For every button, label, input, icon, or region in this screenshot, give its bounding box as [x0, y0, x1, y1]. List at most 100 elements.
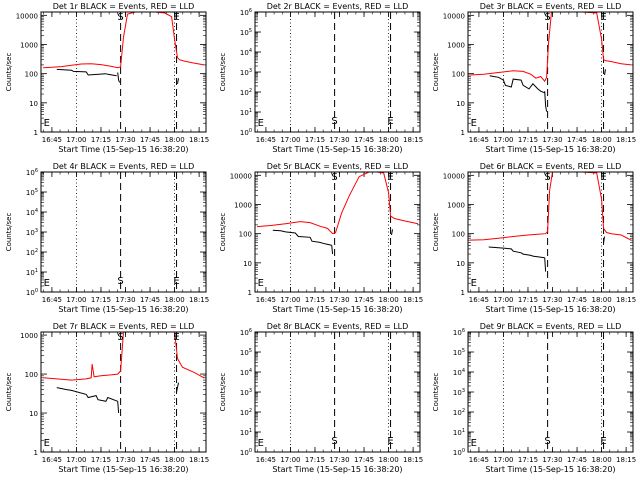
- plot-frame: [467, 171, 634, 293]
- y-tick-label: 103: [240, 68, 252, 77]
- x-tick-label: 16:45: [469, 296, 489, 304]
- y-axis-label: Counts/sec: [5, 373, 13, 412]
- y-tick-label: 100: [240, 448, 252, 457]
- y-tick-label: 1000: [234, 201, 252, 209]
- y-tick-label: 102: [453, 408, 465, 417]
- x-tick-label: 18:15: [616, 296, 636, 304]
- x-tick-label: 17:00: [493, 296, 513, 304]
- y-tick-label: 101: [240, 108, 252, 117]
- x-tick-label: 17:30: [115, 136, 135, 144]
- marker-e: E: [173, 12, 179, 23]
- y-tick-label: 1000: [20, 41, 38, 49]
- y-tick-label: 105: [240, 28, 252, 37]
- x-tick-label: 17:15: [305, 296, 325, 304]
- x-tick-label: 18:00: [591, 136, 611, 144]
- y-axis-label: Counts/sec: [219, 213, 227, 252]
- x-tick-label: 17:15: [91, 136, 111, 144]
- y-tick-label: 103: [453, 388, 465, 397]
- events-series-line: [56, 68, 117, 77]
- x-tick-label: 17:00: [280, 296, 300, 304]
- y-tick-label: 10: [29, 410, 38, 418]
- x-tick-label: 17:30: [329, 296, 349, 304]
- y-axis-label: Counts/sec: [432, 373, 440, 412]
- x-tick-label: 18:15: [189, 456, 209, 464]
- x-axis-label: Start Time (15-Sep-15 16:38:20): [272, 145, 402, 154]
- plot-frame: [254, 11, 421, 133]
- x-tick-label: 17:15: [518, 296, 538, 304]
- x-tick-label: 17:15: [91, 456, 111, 464]
- y-tick-label: 100: [25, 371, 38, 379]
- x-tick-label: 18:00: [164, 296, 184, 304]
- events-series-line: [272, 229, 332, 246]
- x-tick-label: 18:15: [616, 136, 636, 144]
- x-tick-label: 17:45: [567, 136, 587, 144]
- plot-frame: [40, 331, 207, 453]
- y-tick-label: 104: [453, 368, 465, 377]
- y-tick-label: 102: [26, 248, 38, 257]
- x-tick-label: 17:45: [567, 456, 587, 464]
- plot-frame: [254, 331, 421, 453]
- x-tick-label: 18:15: [616, 456, 636, 464]
- panel-title: Det 6r BLACK = Events, RED = LLD: [480, 162, 622, 171]
- y-tick-label: 100: [240, 128, 252, 137]
- y-tick-label: 106: [26, 168, 38, 177]
- plot-frame: [467, 331, 634, 453]
- x-tick-label: 16:45: [42, 296, 62, 304]
- y-tick-label: 1000: [447, 41, 465, 49]
- x-tick-label: 16:45: [42, 136, 62, 144]
- x-tick-label: 17:00: [66, 296, 86, 304]
- x-tick-label: 17:00: [493, 456, 513, 464]
- x-tick-label: 18:15: [403, 136, 423, 144]
- marker-e: E: [173, 332, 179, 343]
- x-tick-label: 16:45: [256, 136, 276, 144]
- x-tick-label: 17:45: [354, 136, 374, 144]
- x-tick-label: 17:00: [66, 456, 86, 464]
- marker-e: E: [44, 278, 50, 289]
- panel-det-6r: Det 6r BLACK = Events, RED = LLD Counts/s…: [432, 162, 636, 314]
- panel-det-7r: Det 7r BLACK = Events, RED = LLD Counts/s…: [5, 322, 209, 474]
- y-tick-label: 106: [240, 328, 252, 337]
- x-tick-label: 17:15: [518, 136, 538, 144]
- x-tick-label: 17:30: [329, 456, 349, 464]
- x-tick-label: 16:45: [42, 456, 62, 464]
- events-series-line: [544, 257, 547, 272]
- x-axis-label: Start Time (15-Sep-15 16:38:20): [58, 465, 188, 474]
- y-tick-label: 101: [453, 428, 465, 437]
- x-tick-label: 17:15: [305, 456, 325, 464]
- y-tick-label: 10: [456, 260, 465, 268]
- marker-s: S: [331, 116, 337, 127]
- x-tick-label: 17:30: [115, 296, 135, 304]
- x-axis-label: Start Time (15-Sep-15 16:38:20): [485, 305, 615, 314]
- x-tick-label: 18:00: [164, 456, 184, 464]
- x-axis-label: Start Time (15-Sep-15 16:38:20): [272, 305, 402, 314]
- x-tick-label: 18:15: [403, 456, 423, 464]
- y-tick-label: 10000: [230, 172, 252, 180]
- x-tick-label: 18:15: [403, 296, 423, 304]
- events-series-line: [391, 229, 393, 236]
- panel-title: Det 2r BLACK = Events, RED = LLD: [267, 2, 409, 11]
- marker-e: E: [44, 438, 50, 449]
- x-tick-label: 18:00: [164, 136, 184, 144]
- y-tick-label: 100: [239, 231, 252, 239]
- x-tick-label: 18:00: [378, 296, 398, 304]
- y-tick-label: 1: [248, 289, 252, 297]
- marker-e: E: [471, 118, 477, 129]
- x-tick-label: 17:30: [542, 456, 562, 464]
- events-series-line: [56, 387, 118, 402]
- y-tick-label: 10: [29, 100, 38, 108]
- marker-e: E: [44, 118, 50, 129]
- y-tick-label: 104: [26, 208, 38, 217]
- x-axis-label: Start Time (15-Sep-15 16:38:20): [58, 145, 188, 154]
- y-tick-label: 1000: [20, 332, 38, 340]
- y-tick-label: 10000: [443, 172, 465, 180]
- marker-e: E: [600, 172, 606, 183]
- marker-s: S: [331, 172, 337, 183]
- plot-frame: [254, 171, 421, 293]
- marker-s: S: [331, 436, 337, 447]
- x-tick-label: 17:45: [140, 456, 160, 464]
- marker-e: E: [258, 118, 264, 129]
- x-tick-label: 17:30: [542, 296, 562, 304]
- marker-e: E: [471, 438, 477, 449]
- y-tick-label: 1000: [447, 201, 465, 209]
- y-tick-label: 1: [461, 289, 465, 297]
